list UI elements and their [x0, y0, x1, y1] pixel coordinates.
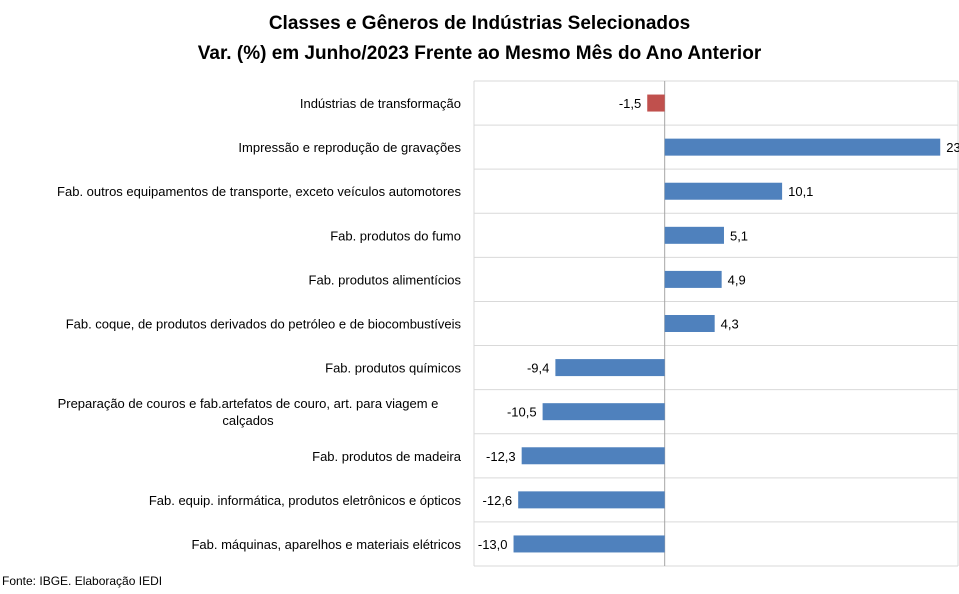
- value-label: -10,5: [507, 405, 537, 420]
- category-label: Fab. equip. informática, produtos eletrô…: [149, 493, 462, 508]
- bar: [647, 94, 665, 112]
- value-label: 4,3: [721, 317, 739, 332]
- gridlines: [473, 80, 959, 567]
- bar: [555, 359, 665, 377]
- bar: [518, 491, 665, 509]
- value-label: -12,6: [483, 493, 513, 508]
- category-label: Fab. coque, de produtos derivados do pet…: [66, 317, 462, 332]
- bar: [513, 535, 665, 553]
- value-label: 23,7: [946, 140, 959, 155]
- category-labels-group: Indústrias de transformação Impressão e r…: [57, 96, 462, 552]
- bar: [664, 138, 941, 156]
- value-label: 5,1: [730, 228, 748, 243]
- source-note: Fonte: IBGE. Elaboração IEDI: [2, 574, 163, 588]
- bar: [542, 403, 665, 421]
- value-label: 10,1: [788, 184, 813, 199]
- category-label: Impressão e reprodução de gravações: [238, 140, 461, 155]
- category-label: Fab. produtos do fumo: [330, 228, 461, 243]
- category-label: Indústrias de transformação: [300, 96, 461, 111]
- chart-title: Classes e Gêneros de Indústrias Selecion…: [268, 13, 691, 34]
- value-labels-group: -1,5 23,7 10,1 5,1 4,9 4,3 -9,4 -10,5 -12,3 -12,6…: [478, 96, 959, 552]
- chart-subtitle: Var. (%) em Junho/2023 Frente ao Mesmo M…: [197, 43, 762, 64]
- category-label: Fab. outros equipamentos de transporte, …: [57, 184, 461, 199]
- value-label: -9,4: [527, 361, 549, 376]
- bar: [664, 182, 783, 200]
- bar: [664, 270, 722, 288]
- category-label: Fab. produtos químicos: [325, 361, 461, 376]
- category-label: Fab. máquinas, aparelhos e materiais elé…: [191, 537, 461, 552]
- category-label: Fab. produtos de madeira: [312, 449, 462, 464]
- bar: [664, 226, 724, 244]
- value-label: -1,5: [619, 96, 641, 111]
- value-label: -12,3: [486, 449, 516, 464]
- bar: [664, 315, 715, 332]
- value-label: 4,9: [728, 272, 746, 287]
- category-label: Preparação de couros e fab.artefatos de …: [58, 396, 439, 428]
- bar: [521, 447, 665, 465]
- value-label: -13,0: [478, 537, 508, 552]
- bars-group: [513, 94, 941, 553]
- category-label: Fab. produtos alimentícios: [309, 272, 462, 287]
